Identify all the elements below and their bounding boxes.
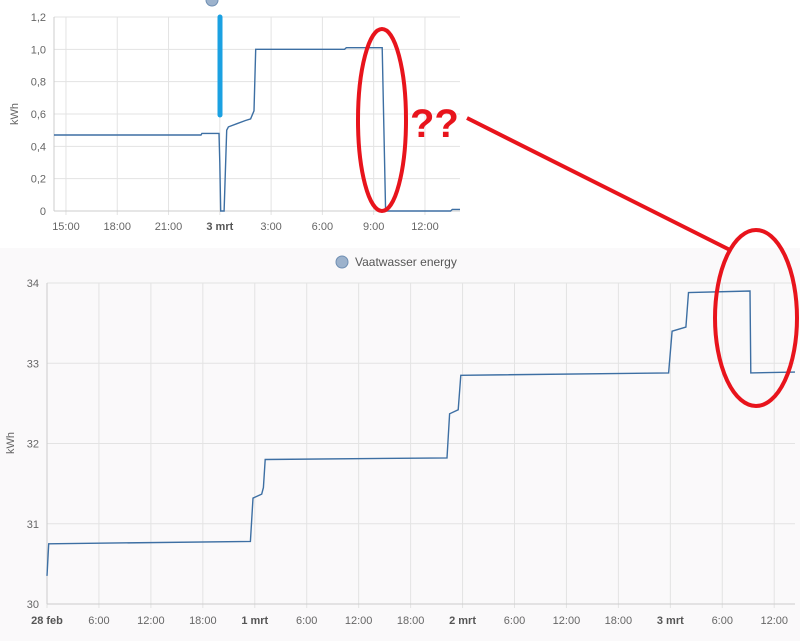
x-tick-label: 12:00 (345, 615, 373, 627)
x-tick-label: 6:00 (88, 615, 109, 627)
x-tick-label: 3 mrt (206, 221, 233, 233)
x-tick-label: 6:00 (712, 615, 733, 627)
red-connector-line (466, 116, 731, 252)
x-tick-label: 3 mrt (657, 615, 684, 627)
y-tick-label: 32 (27, 439, 39, 451)
top-legend-marker[interactable] (205, 0, 219, 7)
y-tick-label: 33 (27, 358, 39, 370)
y-tick-label: 0,4 (31, 141, 46, 153)
red-ellipse-bottom (713, 228, 799, 408)
x-tick-label: 18:00 (605, 615, 633, 627)
y-axis-title: kWh (9, 103, 21, 125)
bottom-chart: 30 31 32 33 34 28 feb 6:00 12:00 18:00 1 mrt 6:00 1… (5, 278, 796, 627)
x-tick-label: 15:00 (52, 221, 80, 233)
bottom-chart-background (0, 248, 800, 641)
top-chart-background (0, 0, 800, 248)
bottom-legend[interactable]: Vaatwasser energy (335, 255, 457, 269)
x-tick-label: 9:00 (363, 221, 384, 233)
x-tick-label: 12:00 (411, 221, 439, 233)
x-tick-label: 2 mrt (449, 615, 476, 627)
x-tick-label: 18:00 (103, 221, 131, 233)
series-line (46, 290, 796, 576)
y-tick-label: 0 (40, 206, 46, 218)
top-chart: 0 0,2 0,4 0,6 0,8 1,0 1,2 15:00 18:00 21:00 3 mrt 3… (9, 12, 460, 233)
x-tick-label: 28 feb (31, 615, 63, 627)
y-tick-label: 1,2 (31, 12, 46, 24)
y-tick-label: 1,0 (31, 44, 46, 56)
legend-label: Vaatwasser energy (355, 255, 457, 269)
x-tick-label: 12:00 (760, 615, 788, 627)
y-tick-label: 0,6 (31, 109, 46, 121)
x-tick-label: 18:00 (397, 615, 425, 627)
x-tick-label: 12:00 (137, 615, 165, 627)
x-tick-label: 1 mrt (241, 615, 268, 627)
y-tick-label: 34 (27, 278, 39, 290)
y-tick-label: 31 (27, 519, 39, 531)
y-tick-label: 30 (27, 599, 39, 611)
x-tick-label: 6:00 (504, 615, 525, 627)
x-tick-label: 3:00 (260, 221, 281, 233)
y-axis-title: kWh (5, 432, 17, 454)
y-tick-label: 0,2 (31, 174, 46, 186)
legend-marker (335, 255, 349, 269)
series-line (54, 47, 460, 212)
x-tick-label: 18:00 (189, 615, 217, 627)
x-tick-label: 6:00 (296, 615, 317, 627)
red-ellipse-top (356, 27, 408, 213)
y-tick-label: 0,8 (31, 77, 46, 89)
question-marks-annotation: ?? (410, 102, 459, 146)
x-tick-label: 12:00 (553, 615, 581, 627)
x-tick-label: 21:00 (155, 221, 183, 233)
x-tick-label: 6:00 (312, 221, 333, 233)
